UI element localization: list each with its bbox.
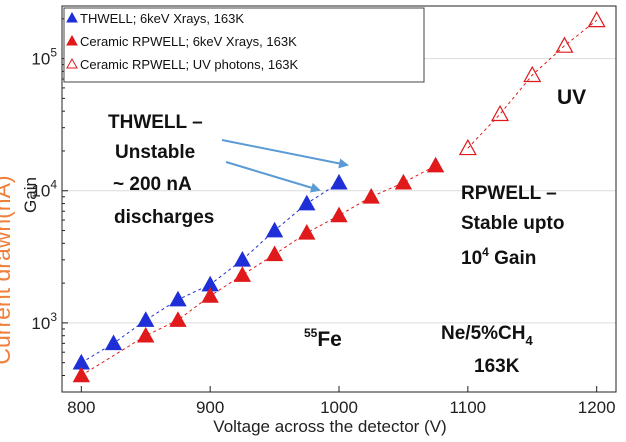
rpwell-line-1: RPWELL – bbox=[461, 183, 557, 204]
series-line-2 bbox=[467, 19, 597, 149]
annotation-arrow-upper bbox=[221, 139, 349, 169]
series-0-point-2 bbox=[137, 311, 155, 327]
thwell-line-2: Unstable bbox=[115, 142, 195, 163]
legend-label-0: THWELL; 6keV Xrays, 163K bbox=[80, 11, 244, 26]
x-tick-label-1: 900 bbox=[196, 398, 224, 417]
series-2-point-0 bbox=[458, 138, 477, 156]
gas-annotation: Ne/5%CH4 bbox=[441, 323, 533, 348]
data-markers bbox=[72, 11, 606, 383]
legend-label-2: Ceramic RPWELL; UV photons, 163K bbox=[80, 57, 299, 72]
legend-marker-0 bbox=[66, 11, 78, 23]
series-0-point-5 bbox=[233, 251, 252, 267]
thwell-annotation: THWELL – Unstable ~ 200 nA discharges bbox=[108, 112, 214, 228]
x-tick-label-4: 1200 bbox=[578, 398, 616, 417]
series-1-point-1 bbox=[137, 326, 155, 343]
series-1-point-3 bbox=[201, 287, 219, 303]
legend: THWELL; 6keV Xrays, 163K Ceramic RPWELL; … bbox=[63, 7, 425, 83]
x-axis-ticks: 800 900 1000 1100 1200 bbox=[67, 386, 616, 417]
annotation-arrow-lower bbox=[225, 161, 321, 193]
side-axis-label: Current drawn(nA) bbox=[0, 175, 15, 364]
series-1-point-4 bbox=[233, 266, 252, 282]
legend-marker-2 bbox=[66, 57, 78, 69]
series-1-point-7 bbox=[330, 206, 348, 223]
y-axis-title: Gain bbox=[21, 177, 40, 213]
thwell-line-1: THWELL – bbox=[108, 112, 203, 133]
y-axis-ticks: 103 104 105 bbox=[31, 18, 68, 393]
series-0-point-3 bbox=[169, 290, 187, 307]
series-0-point-8 bbox=[330, 173, 348, 190]
legend-box bbox=[63, 7, 425, 83]
series-1-point-0 bbox=[72, 366, 91, 383]
thwell-line-3: ~ 200 nA bbox=[113, 174, 192, 195]
series-2-point-3 bbox=[555, 36, 574, 53]
series-0-point-1 bbox=[104, 334, 123, 351]
x-axis-title: Voltage across the detector (V) bbox=[213, 417, 446, 436]
series-1-point-8 bbox=[362, 187, 380, 204]
series-2-point-4 bbox=[587, 11, 606, 28]
series-1-point-10 bbox=[426, 156, 445, 173]
rpwell-annotation: RPWELL – Stable upto 104 Gain bbox=[461, 183, 564, 269]
x-tick-label-0: 800 bbox=[67, 398, 95, 417]
rpwell-line-3: 104 Gain bbox=[461, 245, 536, 269]
y-tick-label-0: 103 bbox=[31, 310, 57, 333]
y-tick-label-1: 104 bbox=[31, 178, 57, 201]
series-0-point-6 bbox=[265, 221, 284, 238]
series-1-point-2 bbox=[169, 311, 187, 327]
series-2-point-2 bbox=[523, 65, 542, 83]
series-1-point-5 bbox=[265, 245, 284, 262]
series-0-point-7 bbox=[298, 194, 316, 211]
series-1-point-6 bbox=[298, 224, 316, 240]
uv-annotation: UV bbox=[557, 86, 586, 109]
legend-marker-1 bbox=[66, 34, 78, 46]
series-2-point-1 bbox=[491, 104, 510, 122]
thwell-line-4: discharges bbox=[114, 207, 214, 228]
x-tick-label-3: 1100 bbox=[450, 398, 487, 417]
series-1-point-9 bbox=[394, 173, 413, 190]
temperature-annotation: 163K bbox=[474, 356, 520, 377]
legend-label-1: Ceramic RPWELL; 6keV Xrays, 163K bbox=[80, 34, 297, 49]
x-tick-label-2: 1000 bbox=[320, 398, 358, 417]
rpwell-line-2: Stable upto bbox=[461, 213, 564, 234]
fe55-annotation: 55Fe bbox=[304, 326, 342, 351]
y-tick-label-2: 105 bbox=[31, 46, 57, 69]
